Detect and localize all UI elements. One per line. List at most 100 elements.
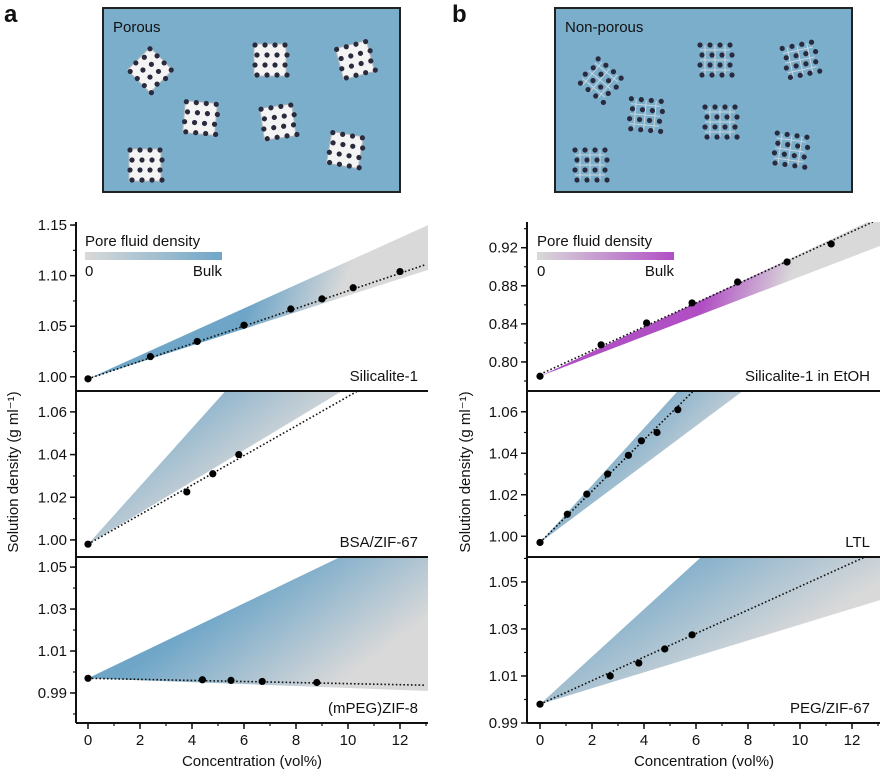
crystal-particle	[702, 104, 740, 140]
y-tick-label: 0.92	[489, 240, 518, 257]
x-tick-label: 6	[692, 732, 700, 749]
y-tick-label: 1.01	[489, 668, 518, 685]
data-point	[635, 659, 643, 667]
pore-density-band	[88, 557, 428, 691]
chart-panel-b-1: 1.00 1.02 1.04 1.06 LTL	[489, 390, 880, 557]
schematic-porous: Porous	[102, 7, 401, 193]
y-tick-label: 1.15	[38, 217, 67, 234]
crystal-particle	[325, 130, 366, 171]
legend-colorbar	[85, 252, 222, 260]
schematic-background	[554, 7, 853, 193]
data-point	[783, 258, 791, 266]
y-tick-label: 1.00	[38, 532, 67, 549]
data-point	[146, 352, 154, 361]
pore-density-band	[88, 391, 343, 545]
y-tick-label: 0.84	[489, 316, 518, 333]
y-tick-label: 1.04	[38, 447, 67, 464]
y-axis-label-a: Solution density (g ml⁻¹)	[5, 391, 22, 552]
schematic-label: Porous	[113, 19, 161, 36]
legend-max-label: Bulk	[193, 263, 223, 280]
y-tick-label: 1.05	[38, 559, 67, 576]
data-point	[583, 490, 591, 498]
data-point	[235, 450, 243, 459]
legend-pore-fluid-density: Pore fluid density 0 Bulk	[537, 233, 674, 280]
y-tick-label: 1.05	[489, 574, 518, 591]
data-point	[84, 674, 92, 682]
series-label: (mPEG)ZIF-8	[328, 700, 418, 717]
data-point	[84, 540, 92, 548]
data-point	[597, 341, 605, 349]
y-tick-label: 0.80	[489, 354, 518, 371]
data-point	[536, 538, 544, 547]
data-point	[318, 295, 326, 303]
legend-min-label: 0	[537, 263, 545, 280]
y-tick-label: 1.03	[38, 601, 67, 618]
legend-min-label: 0	[85, 263, 93, 280]
x-tick-label: 2	[136, 732, 144, 749]
fit-line	[87, 391, 359, 545]
data-point	[349, 284, 357, 292]
x-tick-label: 12	[392, 732, 409, 749]
y-tick-label: 0.88	[489, 278, 518, 295]
x-tick-label: 12	[844, 732, 861, 749]
data-point	[661, 645, 669, 653]
data-point	[674, 406, 682, 414]
crystal-particle	[577, 56, 624, 106]
x-tick-label: 8	[744, 732, 752, 749]
x-tick-label: 10	[792, 732, 809, 749]
x-axis-label-b: Concentration (vol%)	[634, 753, 774, 770]
y-tick-label: 1.06	[38, 404, 67, 421]
crystal-particle	[127, 147, 165, 183]
data-point	[653, 428, 661, 437]
fit-line	[539, 557, 866, 705]
data-point	[563, 510, 571, 518]
crystal-particle	[334, 39, 378, 81]
schematic-non-porous: Non-porous	[554, 7, 853, 193]
y-tick-label: 0.99	[489, 715, 518, 732]
data-point	[287, 305, 295, 313]
x-tick-label: 0	[536, 732, 544, 749]
y-tick-label: 1.02	[489, 487, 518, 504]
data-point	[688, 631, 696, 639]
legend-max-label: Bulk	[645, 263, 675, 280]
data-point	[198, 676, 206, 684]
series-label: BSA/ZIF-67	[340, 534, 418, 551]
series-label: LTL	[845, 534, 870, 551]
chart-panel-a-2: 0.99 1.01 1.03 1.05 (mPEG)ZIF-8 0 2 4 6 8 10 12	[38, 556, 428, 749]
y-tick-label: 1.00	[489, 528, 518, 545]
data-point	[604, 470, 612, 478]
y-tick-label: 1.00	[38, 369, 67, 386]
data-point	[536, 700, 544, 708]
data-point	[193, 337, 201, 346]
data-point	[536, 372, 544, 380]
legend-title: Pore fluid density	[85, 233, 201, 250]
panel-letter-a: a	[4, 1, 18, 28]
data-point	[688, 299, 696, 307]
y-tick-label: 1.10	[38, 268, 67, 285]
crystal-particle	[182, 99, 220, 138]
x-tick-label: 6	[240, 732, 248, 749]
pore-density-band	[540, 391, 743, 543]
crystal-particle	[572, 147, 610, 183]
y-tick-label: 1.02	[38, 489, 67, 506]
data-point	[209, 470, 217, 478]
y-axis-label-b: Solution density (g ml⁻¹)	[457, 391, 474, 552]
fit-line	[87, 263, 427, 380]
y-tick-label: 0.99	[38, 685, 67, 702]
chart-panel-b-2: 0.99 1.01 1.03 1.05 PEG/ZIF-67 0 2 4 6 8 10 12	[489, 556, 880, 749]
y-tick-label: 1.03	[489, 621, 518, 638]
legend-pore-fluid-density: Pore fluid density 0 Bulk	[85, 233, 222, 280]
data-point	[227, 676, 235, 684]
data-point	[606, 672, 614, 680]
x-tick-label: 0	[84, 732, 92, 749]
data-point	[637, 437, 646, 445]
y-tick-label: 1.06	[489, 404, 518, 421]
fit-line	[539, 391, 694, 544]
y-tick-label: 1.04	[489, 445, 518, 462]
schematic-label: Non-porous	[565, 19, 643, 36]
pore-density-band	[88, 225, 428, 379]
crystal-particle	[697, 42, 735, 78]
legend-colorbar	[537, 252, 674, 260]
x-tick-label: 2	[588, 732, 596, 749]
crystal-particle	[779, 39, 823, 80]
